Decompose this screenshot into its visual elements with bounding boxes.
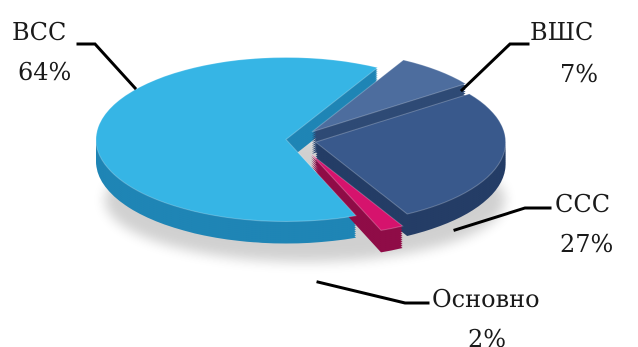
slice-percent-label: 64% — [18, 58, 71, 86]
slice-name-label: ССС — [555, 190, 610, 218]
leader-line-всс — [78, 44, 135, 88]
slice-percent-label: 7% — [560, 60, 598, 88]
slice-percent-label: 2% — [468, 325, 506, 347]
slice-name-label: ВСС — [12, 18, 66, 46]
slice-name-label: Основно — [432, 285, 540, 313]
slice-name-label: ВШС — [530, 18, 593, 46]
slice-percent-label: 27% — [560, 230, 613, 258]
leader-line-вшс — [462, 44, 528, 90]
leader-line-основно — [318, 282, 428, 303]
